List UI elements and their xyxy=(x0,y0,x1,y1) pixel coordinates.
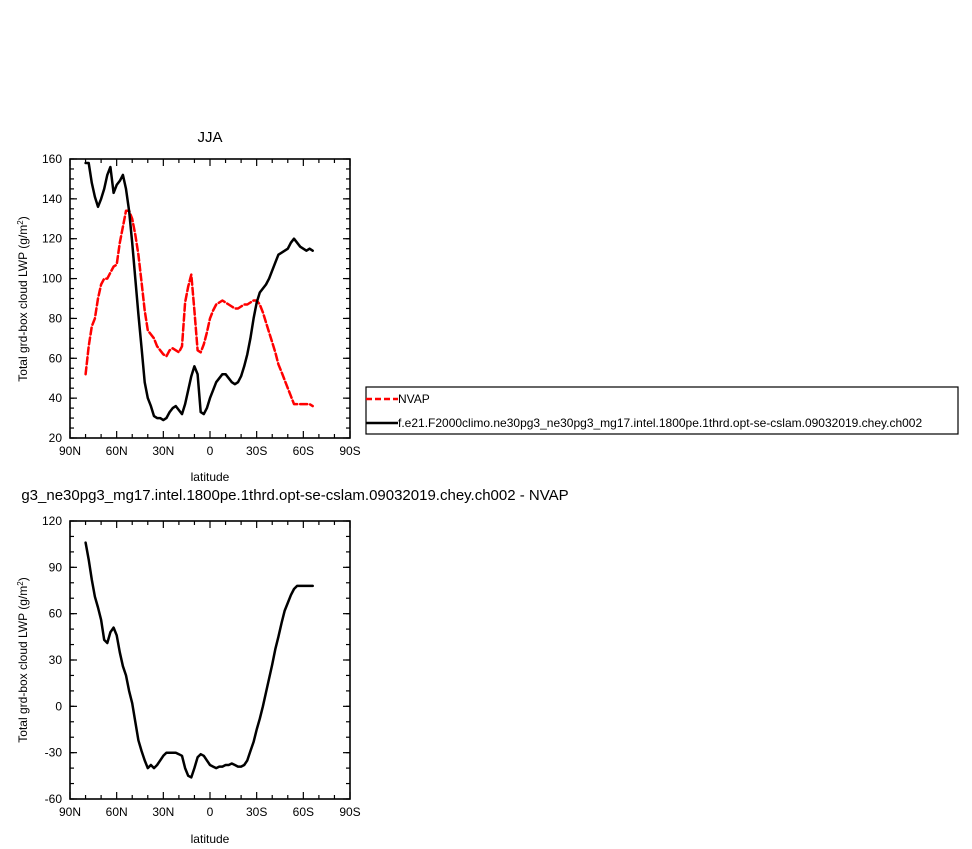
bottom-y-tick-labels: -60 -30 0 30 60 90 120 xyxy=(42,514,62,806)
y-tick-label: 120 xyxy=(42,514,62,528)
y-tick-label: -60 xyxy=(45,792,63,806)
y-tick-label: 60 xyxy=(49,607,63,621)
x-tick-label: 90S xyxy=(339,444,360,458)
bottom-plot-frame xyxy=(69,520,351,800)
y-tick-label: 120 xyxy=(42,232,62,246)
y-tick-label: 160 xyxy=(42,152,62,166)
top-chart-title: JJA xyxy=(197,129,222,146)
legend-label-model: f.e21.F2000climo.ne30pg3_ne30pg3_mg17.in… xyxy=(398,416,922,430)
x-tick-label: 90N xyxy=(59,444,81,458)
y-tick-label: 40 xyxy=(49,391,63,405)
x-tick-label: 60S xyxy=(293,444,314,458)
top-x-axis-label: latitude xyxy=(191,470,230,484)
y-tick-label: -30 xyxy=(45,746,63,760)
top-plot-frame xyxy=(69,158,351,439)
bottom-x-axis-label: latitude xyxy=(191,832,230,846)
y-tick-label: 100 xyxy=(42,272,62,286)
bottom-y-axis-label: Total grd-box cloud LWP (g/m2) xyxy=(16,577,31,742)
x-tick-label: 30N xyxy=(152,805,174,819)
y-tick-label: 60 xyxy=(49,351,63,365)
x-tick-label: 90N xyxy=(59,805,81,819)
top-series-group xyxy=(84,161,314,422)
y-tick-label: 20 xyxy=(49,431,63,445)
x-tick-label: 30N xyxy=(152,444,174,458)
x-tick-label: 90S xyxy=(339,805,360,819)
x-tick-label: 30S xyxy=(246,805,267,819)
top-panel: JJA 90N 60N 30N 0 30S 60S 90S 20 40 60 80 100 120 14… xyxy=(16,129,361,484)
x-tick-label: 60N xyxy=(106,805,128,819)
y-tick-label: 0 xyxy=(55,699,62,713)
bottom-series-group xyxy=(84,541,314,779)
top-y-axis-label: Total grd-box cloud LWP (g/m2) xyxy=(16,216,31,381)
nvap-series-line xyxy=(84,209,314,408)
y-tick-label: 30 xyxy=(49,653,63,667)
bottom-chart-title: g3_ne30pg3_mg17.intel.1800pe.1thrd.opt-s… xyxy=(21,487,568,504)
bottom-axis-ticks xyxy=(69,520,351,800)
x-tick-label: 0 xyxy=(207,444,214,458)
x-tick-label: 60S xyxy=(293,805,314,819)
x-tick-label: 0 xyxy=(207,805,214,819)
legend-label-nvap: NVAP xyxy=(398,392,430,406)
y-tick-label: 140 xyxy=(42,192,62,206)
y-tick-label: 90 xyxy=(49,560,63,574)
difference-series-line xyxy=(84,541,314,779)
top-x-tick-labels: 90N 60N 30N 0 30S 60S 90S xyxy=(59,444,361,458)
y-tick-label: 80 xyxy=(49,311,63,325)
legend-box xyxy=(365,386,959,435)
model-series-line xyxy=(84,161,314,422)
top-y-tick-labels: 20 40 60 80 100 120 140 160 xyxy=(42,152,62,445)
legend: NVAP f.e21.F2000climo.ne30pg3_ne30pg3_mg… xyxy=(365,386,959,435)
bottom-x-tick-labels: 90N 60N 30N 0 30S 60S 90S xyxy=(59,805,361,819)
x-tick-label: 60N xyxy=(106,444,128,458)
bottom-panel: g3_ne30pg3_mg17.intel.1800pe.1thrd.opt-s… xyxy=(16,487,569,846)
x-tick-label: 30S xyxy=(246,444,267,458)
